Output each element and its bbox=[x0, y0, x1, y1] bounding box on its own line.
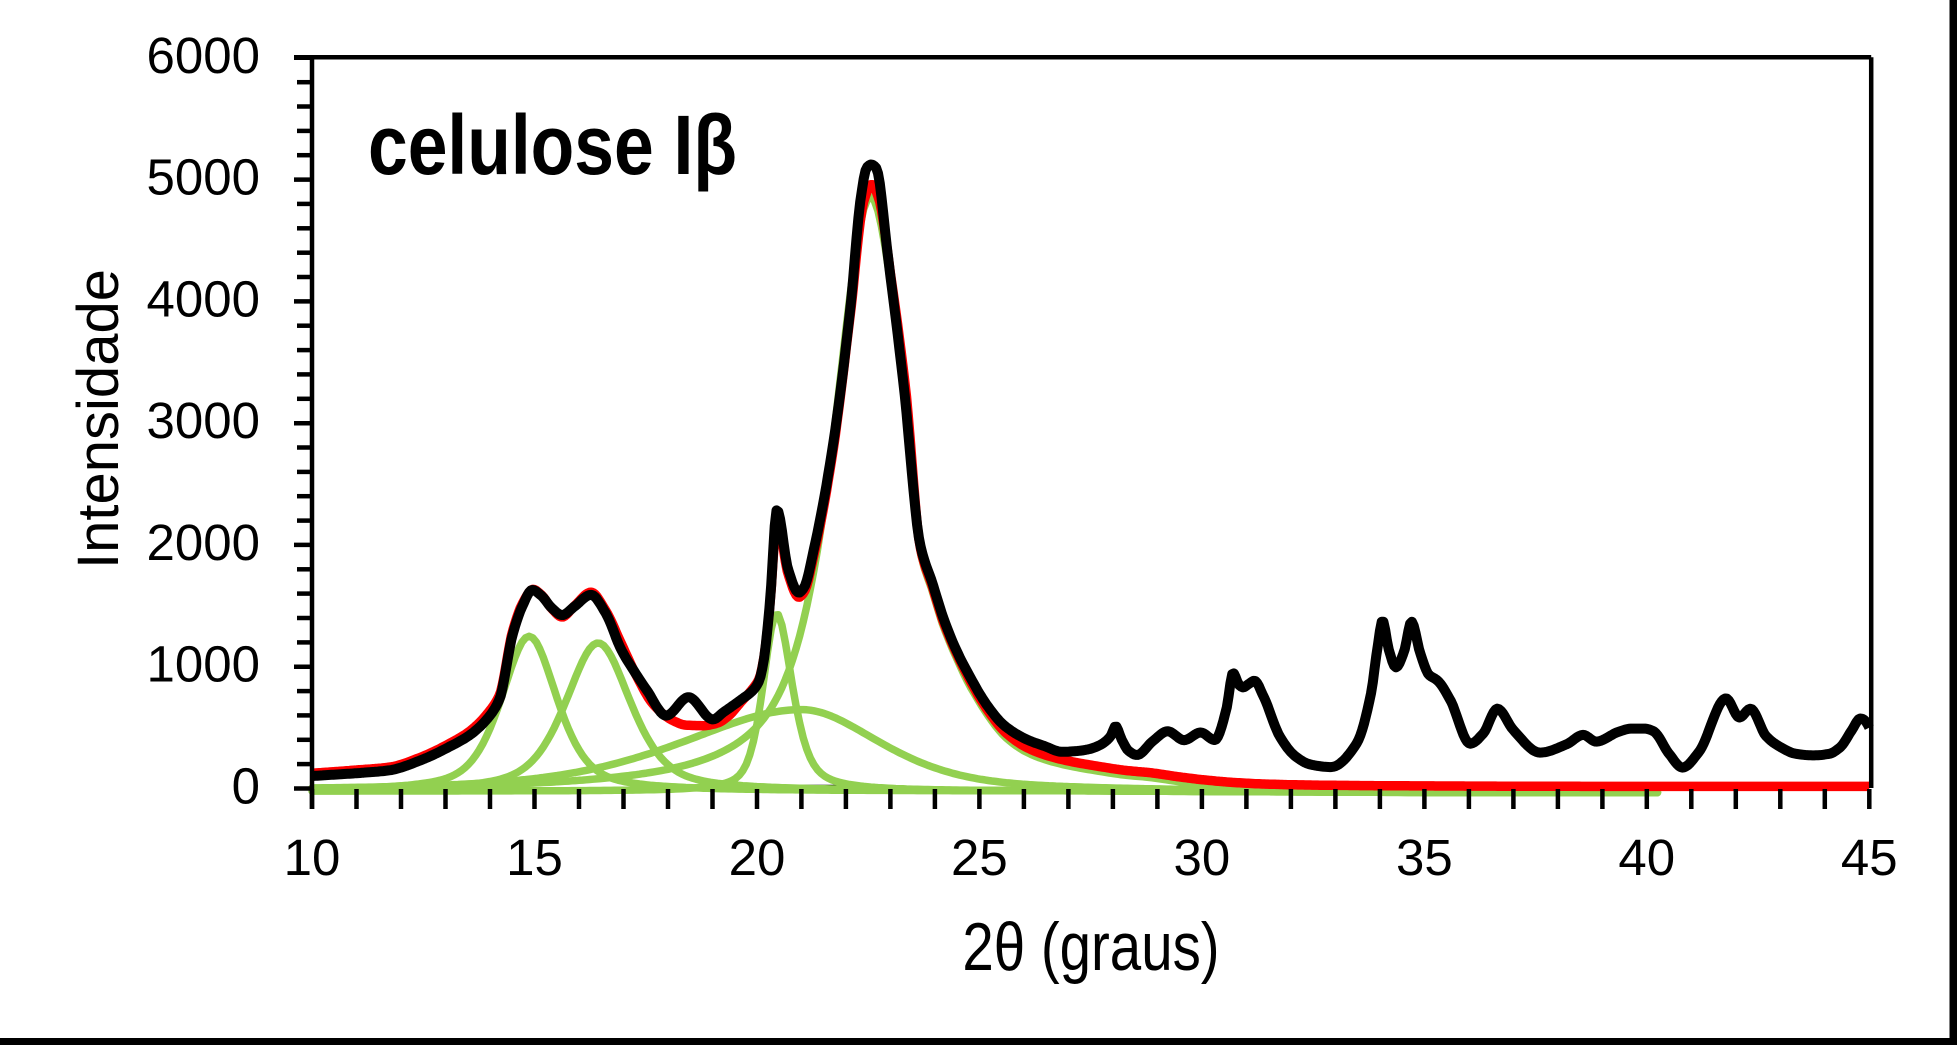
svg-text:1000: 1000 bbox=[147, 636, 260, 693]
svg-text:40: 40 bbox=[1618, 829, 1675, 886]
svg-text:celulose Iβ: celulose Iβ bbox=[368, 97, 737, 192]
svg-text:0: 0 bbox=[232, 758, 260, 815]
svg-text:10: 10 bbox=[284, 829, 341, 886]
svg-text:Intensidade: Intensidade bbox=[66, 269, 131, 569]
svg-text:35: 35 bbox=[1396, 829, 1453, 886]
svg-text:25: 25 bbox=[951, 829, 1008, 886]
svg-text:2000: 2000 bbox=[147, 514, 260, 571]
svg-text:15: 15 bbox=[506, 829, 563, 886]
svg-text:6000: 6000 bbox=[147, 27, 260, 84]
svg-text:2θ (graus): 2θ (graus) bbox=[962, 909, 1219, 985]
svg-text:3000: 3000 bbox=[147, 392, 260, 449]
svg-text:20: 20 bbox=[729, 829, 786, 886]
svg-text:5000: 5000 bbox=[147, 149, 260, 206]
svg-text:4000: 4000 bbox=[147, 270, 260, 327]
svg-text:45: 45 bbox=[1841, 829, 1898, 886]
svg-text:30: 30 bbox=[1174, 829, 1231, 886]
